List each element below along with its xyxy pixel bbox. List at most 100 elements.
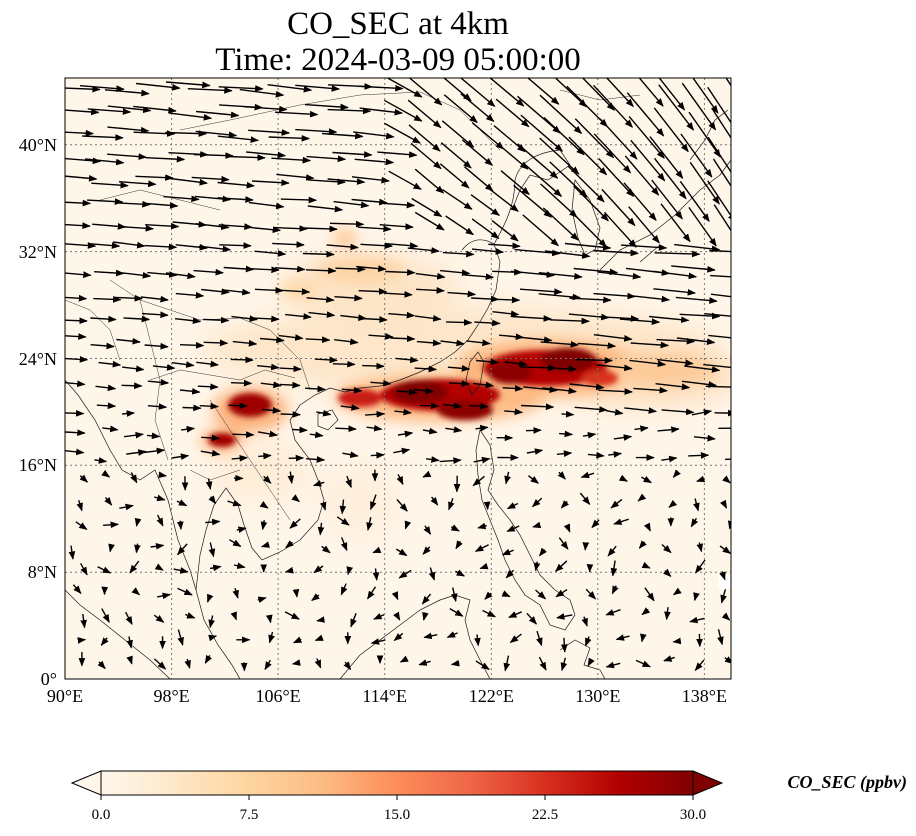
wind-arrow (243, 105, 288, 113)
wind-arrow (104, 89, 150, 97)
wind-arrow (144, 342, 169, 350)
wind-arrow (321, 545, 331, 554)
y-axis: 0° 8°N 16°N 24°N 32°N 40°N (19, 135, 57, 689)
wind-arrow (591, 519, 600, 529)
wind-arrow (336, 516, 350, 526)
wind-arrow (135, 174, 174, 181)
wind-arrow (549, 317, 590, 325)
wind-arrow (182, 404, 202, 412)
wind-arrow (527, 475, 539, 484)
wind-arrow (672, 587, 682, 596)
wind-arrow (126, 449, 147, 456)
wind-arrow (153, 658, 167, 670)
wind-arrow (539, 137, 580, 175)
wind-arrow (65, 409, 85, 417)
wind-arrow (217, 196, 254, 203)
wind-arrow (633, 386, 668, 394)
wind-arrow (384, 291, 413, 298)
x-tick-label: 98°E (153, 686, 189, 706)
wind-arrow (334, 338, 359, 346)
wind-arrow (314, 658, 322, 669)
wind-arrow (179, 341, 205, 349)
wind-arrow (679, 180, 710, 222)
wind-arrow (408, 124, 441, 152)
wind-arrow (147, 403, 168, 410)
wind-arrow (292, 426, 308, 434)
wind-arrow (126, 636, 133, 649)
x-tick-label: 138°E (682, 686, 727, 706)
wind-arrow (544, 250, 591, 259)
wind-arrow (206, 593, 214, 603)
wind-arrow (593, 133, 632, 174)
wind-arrow (163, 195, 200, 203)
wind-arrow (236, 526, 247, 534)
wind-arrow (107, 126, 150, 134)
wind-arrow (124, 611, 133, 625)
wind-arrow (658, 78, 686, 111)
wind-arrow (579, 492, 591, 505)
wind-arrow (295, 84, 341, 92)
wind-arrow (65, 271, 92, 279)
wind-arrow (558, 537, 569, 550)
wind-arrow (272, 241, 305, 248)
wind-arrow (146, 432, 161, 440)
wind-arrow (447, 290, 477, 298)
wind-arrow (385, 269, 416, 276)
colorbar-tick-label: 22.5 (532, 807, 558, 823)
wind-arrow (154, 494, 166, 502)
wind-arrow (247, 226, 282, 234)
wind-arrow (185, 612, 196, 619)
wind-arrow (446, 319, 473, 326)
wind-arrow (95, 384, 117, 392)
wind-arrow (230, 611, 237, 621)
x-axis: 90°E 98°E 106°E 114°E 122°E 130°E 138°E (47, 686, 727, 706)
map-frame (64, 77, 732, 680)
wind-arrow (124, 431, 144, 439)
wind-arrow (445, 215, 474, 236)
wind-arrow (506, 525, 520, 533)
wind-arrow (205, 518, 221, 526)
wind-arrow (584, 636, 592, 647)
wind-arrow (474, 544, 489, 553)
wind-arrow (513, 336, 553, 344)
wind-arrow (319, 501, 327, 511)
wind-arrow (65, 199, 92, 207)
wind-arrow (674, 243, 721, 253)
wind-arrow (689, 161, 720, 205)
wind-arrow (134, 543, 141, 554)
wind-arrow (422, 427, 438, 435)
wind-arrow (568, 136, 608, 176)
wind-arrow (302, 250, 335, 258)
wind-arrow (268, 134, 311, 142)
wind-arrow (232, 431, 255, 439)
wind-arrow (260, 381, 282, 389)
wind-arrow (476, 358, 500, 366)
wind-arrow (191, 175, 230, 183)
wind-arrow (169, 112, 213, 121)
wind-arrow (143, 447, 166, 455)
wind-arrow (65, 380, 86, 388)
wind-arrow (710, 274, 731, 278)
wind-arrow (379, 201, 416, 209)
wind-arrow (225, 154, 266, 161)
wind-arrow (354, 158, 395, 166)
wind-arrow (709, 249, 731, 253)
wind-arrow (313, 565, 324, 574)
wind-arrow (175, 291, 205, 299)
wind-arrow (628, 206, 660, 244)
wind-arrow (362, 362, 385, 370)
wind-arrow (573, 185, 609, 222)
wind-arrow (332, 360, 356, 368)
wind-arrow (497, 143, 529, 170)
wind-arrow (154, 563, 164, 571)
wind-arrow (177, 587, 193, 596)
wind-arrow (136, 82, 181, 91)
wind-arrow (232, 339, 258, 347)
wind-arrow (257, 363, 280, 371)
wind-arrow (423, 632, 438, 640)
wind-arrow (688, 452, 710, 459)
wind-arrow (334, 294, 363, 302)
wind-arrow (569, 296, 612, 304)
wind-arrow (65, 242, 97, 249)
wind-arrow (200, 449, 221, 457)
